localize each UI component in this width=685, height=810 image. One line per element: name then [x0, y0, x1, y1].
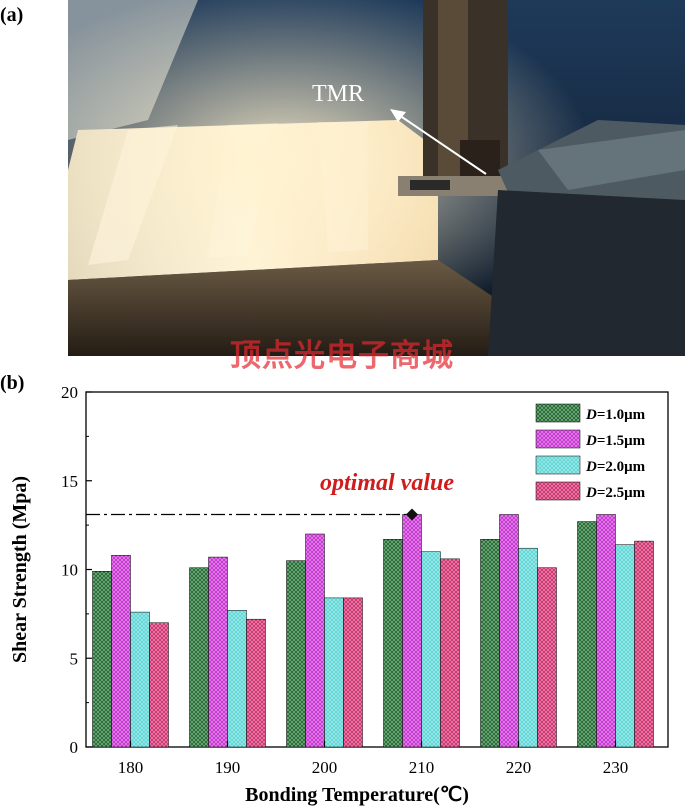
- legend-symbol: D: [585, 407, 597, 423]
- bar-180-series-4: [149, 622, 169, 748]
- bar-220-series-1: [480, 539, 500, 748]
- legend-symbol: D: [585, 459, 597, 475]
- shear-strength-bar-chart: 0 5 10 15 20 180 190 200 210 220 230 optimal value D…: [9, 383, 669, 806]
- bar-180-series-2: [111, 555, 131, 748]
- x-tick-label: 220: [506, 758, 532, 777]
- bar-190-series-1: [189, 567, 209, 748]
- legend-value: =2.0μm: [597, 459, 646, 475]
- x-tick-label: 230: [603, 758, 629, 777]
- x-tick-label: 200: [312, 758, 338, 777]
- bar-230-series-1: [577, 521, 597, 748]
- legend-swatch-1: [535, 403, 581, 423]
- bar-220-series-2: [499, 514, 519, 748]
- y-tick-label: 5: [70, 649, 79, 668]
- legend-swatch-3: [535, 455, 581, 475]
- y-tick-label: 0: [70, 738, 79, 757]
- bar-200-series-2: [305, 533, 325, 748]
- bar-190-series-2: [208, 556, 228, 748]
- bar-230-series-2: [596, 514, 616, 748]
- bar-210-series-4: [440, 558, 460, 748]
- optimal-value-marker: [406, 508, 418, 521]
- bar-230-series-3: [615, 544, 635, 748]
- x-tick-label: 180: [118, 758, 144, 777]
- bar-220-series-4: [537, 567, 557, 748]
- bar-190-series-3: [227, 610, 247, 748]
- legend-swatch-4: [535, 481, 581, 501]
- x-tick-label: 190: [215, 758, 241, 777]
- legend-label-1: D=1.0μm: [585, 407, 646, 423]
- y-tick-label: 20: [61, 383, 78, 402]
- optimal-value-label: optimal value: [320, 470, 454, 496]
- legend-label-3: D=2.0μm: [585, 459, 646, 475]
- legend-label-2: D=1.5μm: [585, 433, 646, 449]
- bar-200-series-4: [343, 597, 363, 748]
- y-tick-label: 10: [61, 561, 78, 580]
- bar-180-series-3: [130, 611, 150, 748]
- bar-190-series-4: [246, 618, 266, 748]
- x-tick-label: 210: [409, 758, 435, 777]
- watermark-text: 顶点光电子商城: [230, 338, 454, 374]
- panel-a-label: (a): [0, 4, 24, 26]
- tmr-annotation-label: TMR: [312, 81, 364, 107]
- bar-230-series-4: [634, 540, 654, 748]
- legend-value: =1.0μm: [597, 407, 646, 423]
- y-axis-title: Shear Strength (Mpa): [9, 476, 31, 663]
- bar-200-series-1: [286, 560, 306, 748]
- x-axis-title: Bonding Temperature(℃): [245, 784, 469, 806]
- legend-swatch-2: [535, 429, 581, 449]
- legend-symbol: D: [585, 485, 597, 501]
- legend-value: =2.5μm: [597, 485, 646, 501]
- legend-label-4: D=2.5μm: [585, 485, 646, 501]
- bar-210-series-1: [383, 539, 403, 748]
- tmr-bonding-photo: TMR: [68, 0, 685, 356]
- bar-210-series-3: [421, 551, 441, 748]
- bar-210-series-2: [402, 514, 422, 748]
- legend-symbol: D: [585, 433, 597, 449]
- bar-200-series-3: [324, 597, 344, 748]
- bar-180-series-1: [92, 571, 112, 748]
- bar-220-series-3: [518, 547, 538, 748]
- y-tick-label: 15: [61, 472, 78, 491]
- panel-b-label: (b): [0, 372, 25, 394]
- legend-value: =1.5μm: [597, 433, 646, 449]
